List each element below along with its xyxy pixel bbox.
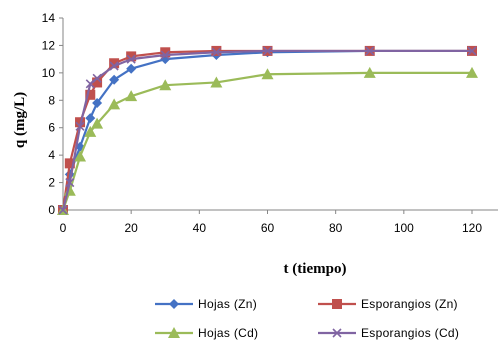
data-point [109,61,119,71]
data-point [85,113,96,124]
y-tick-label: 12 [42,38,56,52]
axes: 0 2 4 6 8 10 12 14 0 20 40 60 80 100 120 [42,11,498,235]
legend-item: Hojas (Zn) [155,297,257,311]
data-point [109,74,120,85]
y-axis-title: q (mg/L) [12,92,28,148]
x-axis-title: t (tiempo) [284,261,347,277]
x-tick-label: 80 [329,221,343,235]
data-point [108,98,121,110]
data-point [125,90,138,102]
data-point [466,66,478,78]
legend: Hojas (Zn) Esporangios (Zn) Hojas (Cd) Espo… [155,297,459,340]
data-point [84,125,97,137]
data-point [169,299,179,309]
legend-item: Esporangios (Cd) [318,326,459,340]
x-tick-label: 100 [394,221,414,235]
x-tick-label: 60 [261,221,275,235]
legend-label: Hojas (Cd) [198,326,258,340]
plot-area [57,45,478,215]
x-tick-label: 40 [193,221,207,235]
y-tick-label: 8 [48,93,55,107]
data-point [75,121,85,131]
data-point [109,58,120,69]
series-line [61,49,472,211]
data-point [160,47,171,58]
y-tick-label: 6 [48,121,55,135]
series-4 [58,46,477,215]
data-point [261,68,274,80]
data-point [65,178,75,188]
legend-label: Hojas (Zn) [198,297,257,311]
data-point [211,47,221,57]
y-tick-label: 10 [42,66,56,80]
x-tick-label: 20 [124,221,138,235]
data-point [332,299,342,309]
data-point [211,45,222,56]
series-3 [57,66,478,215]
legend-item: Esporangios (Zn) [318,297,458,311]
data-point [91,117,104,129]
data-point [363,66,376,78]
legend-label: Esporangios (Cd) [361,326,459,340]
data-point [332,328,342,338]
data-point [467,46,477,56]
series-line [61,71,472,211]
y-tick-label: 0 [48,203,55,217]
x-tick-label: 120 [462,221,482,235]
data-point [262,46,273,56]
data-point [210,76,223,88]
data-point [365,46,375,56]
legend-label: Esporangios (Zn) [361,297,458,311]
data-point [92,98,103,109]
y-tick-label: 4 [48,148,55,162]
data-point [58,205,68,215]
y-tick-label: 14 [42,11,56,25]
x-tick-label: 0 [60,221,67,235]
data-point [160,50,170,60]
data-point [126,51,137,62]
y-tick-label: 2 [48,176,55,190]
data-point [85,79,95,89]
legend-item: Hojas (Cd) [155,326,258,340]
data-point [92,77,103,88]
data-point [92,73,102,83]
data-point [64,158,75,169]
series-line [61,49,472,211]
data-point [74,150,87,162]
data-point [126,54,136,64]
data-point [126,63,137,74]
data-point [159,79,172,91]
data-point [85,89,96,100]
data-point [168,327,180,338]
